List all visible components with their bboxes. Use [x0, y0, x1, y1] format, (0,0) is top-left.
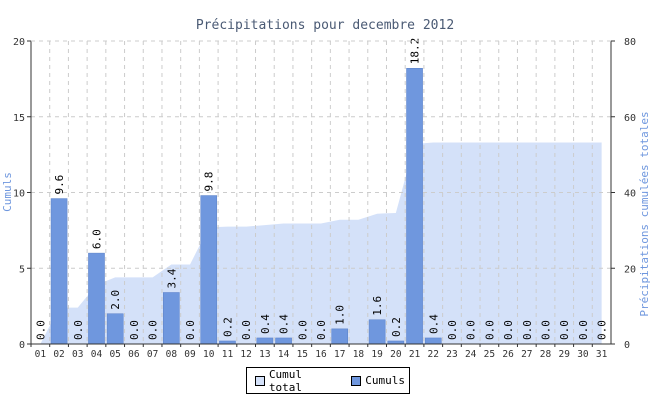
bar-label-01: 0.0	[34, 320, 47, 340]
x-tick-label-18: 18	[353, 349, 365, 360]
x-tick-label-16: 16	[315, 349, 327, 360]
x-tick-label-06: 06	[128, 349, 140, 360]
bar-label-08: 3.4	[165, 268, 178, 288]
x-tick-label-11: 11	[222, 349, 234, 360]
bar-label-31: 0.0	[596, 320, 609, 340]
x-tick-label-25: 25	[484, 349, 495, 360]
bar-label-02: 9.6	[53, 175, 66, 195]
bar-label-20: 0.2	[390, 317, 403, 337]
bar-label-29: 0.0	[558, 320, 571, 340]
x-tick-label-31: 31	[596, 349, 608, 360]
x-tick-label-08: 08	[166, 349, 178, 360]
x-tick-label-23: 23	[446, 349, 457, 360]
x-tick-label-28: 28	[540, 349, 552, 360]
bar-label-12: 0.0	[240, 320, 253, 340]
y-tick-label-left: 15	[13, 113, 25, 124]
bar-04	[88, 252, 105, 345]
bar-label-16: 0.0	[315, 320, 328, 340]
bar-label-23: 0.0	[446, 320, 459, 340]
y-axis-right-label: Précipitations cumulées totales	[638, 111, 650, 316]
x-tick-label-20: 20	[390, 349, 402, 360]
bar-label-14: 0.4	[278, 314, 291, 334]
bar-05	[106, 313, 124, 345]
bar-14	[275, 337, 292, 345]
x-tick-label-10: 10	[203, 349, 215, 360]
bar-22	[424, 337, 442, 345]
x-tick-label-17: 17	[334, 349, 345, 360]
bar-label-04: 6.0	[90, 229, 103, 249]
x-tick-label-03: 03	[72, 349, 83, 360]
x-tick-label-05: 05	[109, 349, 120, 360]
bar-label-24: 0.0	[465, 320, 478, 340]
bar-label-11: 0.2	[221, 317, 234, 337]
y-tick-label-right: 20	[624, 264, 636, 275]
x-tick-label-12: 12	[240, 349, 251, 360]
bar-label-15: 0.0	[296, 320, 309, 340]
bar-label-27: 0.0	[521, 320, 534, 340]
chart-title: Précipitations pour decembre 2012	[196, 18, 454, 33]
y-tick-label-left: 5	[19, 264, 25, 275]
bar-08	[163, 292, 180, 345]
x-tick-label-21: 21	[409, 349, 421, 360]
y-tick-label-left: 0	[19, 340, 25, 351]
bar-label-28: 0.0	[540, 320, 553, 340]
legend-label-cumul-total: Cumul total	[268, 367, 303, 394]
bar-label-05: 2.0	[109, 290, 122, 310]
bar-label-09: 0.0	[184, 320, 197, 340]
legend-item-cumul-total: Cumul total	[255, 368, 341, 394]
bar-17	[331, 328, 349, 345]
x-tick-label-19: 19	[371, 349, 383, 360]
x-tick-label-29: 29	[558, 349, 570, 360]
x-tick-label-02: 02	[53, 349, 64, 360]
x-tick-label-07: 07	[147, 349, 158, 360]
bar-21	[406, 68, 423, 345]
bar-label-21: 18.2	[409, 38, 422, 65]
bar-label-17: 1.0	[334, 305, 347, 325]
x-tick-label-27: 27	[521, 349, 532, 360]
legend-item-cumuls: Cumuls	[351, 374, 405, 387]
legend-swatch-cumuls	[351, 375, 362, 386]
x-tick-label-26: 26	[502, 349, 514, 360]
x-tick-label-22: 22	[428, 349, 439, 360]
bar-02	[50, 198, 68, 345]
y-axis-left-label: Cumuls	[1, 172, 14, 212]
y-tick-label-right: 0	[624, 340, 630, 351]
legend-label-cumuls: Cumuls	[365, 374, 405, 387]
y-tick-label-right: 80	[624, 37, 636, 48]
x-tick-label-04: 04	[91, 349, 103, 360]
bar-13	[256, 337, 274, 345]
bar-label-03: 0.0	[72, 320, 85, 340]
y-tick-label-left: 20	[13, 37, 25, 48]
x-tick-label-13: 13	[259, 349, 270, 360]
y-tick-label-right: 60	[624, 113, 636, 124]
x-tick-label-24: 24	[465, 349, 477, 360]
x-tick-label-01: 01	[35, 349, 47, 360]
bar-label-10: 9.8	[203, 172, 216, 192]
x-tick-label-14: 14	[278, 349, 290, 360]
bar-label-19: 1.6	[371, 296, 384, 316]
bar-19	[368, 319, 386, 345]
bar-label-25: 0.0	[483, 320, 496, 340]
bar-label-07: 0.0	[147, 320, 160, 340]
x-tick-label-09: 09	[184, 349, 196, 360]
bar-label-06: 0.0	[128, 320, 141, 340]
legend: Cumul total Cumuls	[246, 367, 410, 394]
bar-10	[200, 195, 218, 345]
legend-swatch-cumul-total	[255, 375, 265, 386]
x-tick-label-30: 30	[577, 349, 589, 360]
bar-label-22: 0.4	[427, 314, 440, 334]
bar-label-13: 0.4	[259, 314, 272, 334]
y-tick-label-left: 10	[13, 189, 25, 200]
area-cumul-total	[40, 142, 602, 344]
x-tick-label-15: 15	[297, 349, 308, 360]
bar-label-26: 0.0	[502, 320, 515, 340]
bar-label-30: 0.0	[577, 320, 590, 340]
y-tick-label-right: 40	[624, 189, 636, 200]
